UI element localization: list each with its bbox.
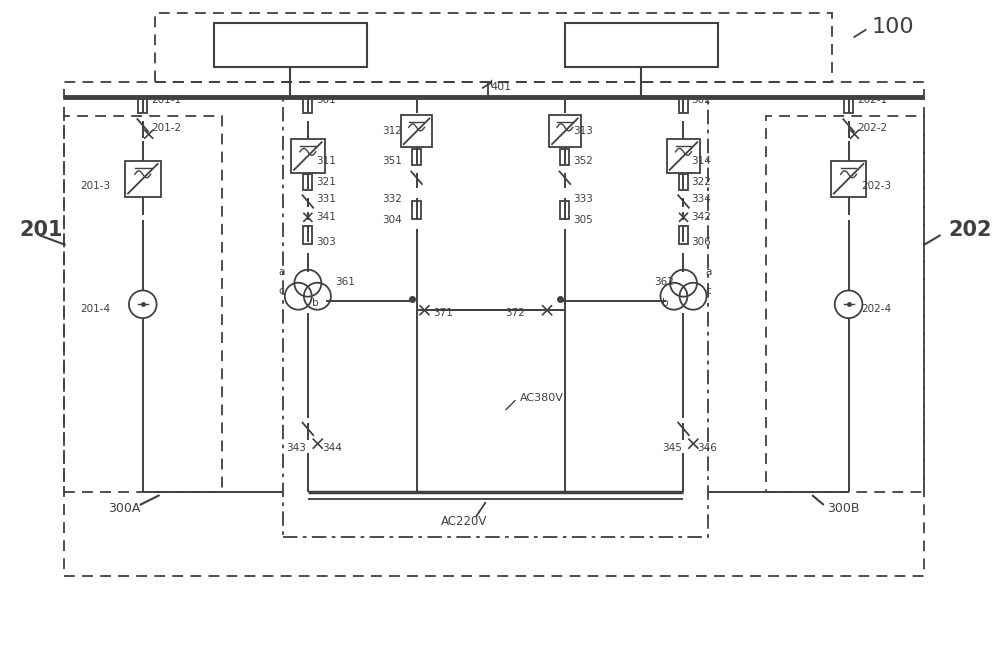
Text: 300B: 300B	[827, 502, 859, 515]
Text: 100: 100	[871, 18, 914, 38]
Bar	[679, 98, 688, 113]
Text: 202-4: 202-4	[861, 304, 892, 314]
Bar	[560, 202, 569, 219]
Bar	[679, 174, 688, 190]
Text: c: c	[278, 287, 284, 297]
Text: 345: 345	[662, 443, 682, 453]
Text: 341: 341	[316, 212, 336, 222]
Bar	[844, 98, 853, 113]
Text: 311: 311	[316, 156, 336, 166]
Text: a: a	[278, 267, 285, 277]
Text: 305: 305	[573, 215, 593, 225]
Text: 301: 301	[316, 95, 336, 105]
Text: 344: 344	[322, 443, 342, 453]
Bar	[549, 115, 581, 147]
Bar	[214, 22, 367, 67]
Text: 201: 201	[19, 220, 63, 240]
Text: 314: 314	[691, 156, 711, 166]
Bar	[155, 13, 832, 82]
Bar	[412, 202, 421, 219]
Text: AC380V: AC380V	[520, 393, 564, 403]
Bar	[412, 149, 421, 165]
Bar	[125, 161, 161, 196]
Text: 334: 334	[691, 194, 711, 204]
Text: 343: 343	[286, 443, 306, 453]
Bar	[831, 161, 866, 196]
Text: a: a	[705, 267, 712, 277]
Text: 313: 313	[573, 127, 593, 136]
Text: 312: 312	[382, 127, 402, 136]
Text: 300A: 300A	[108, 502, 141, 515]
Text: b: b	[312, 299, 318, 308]
Text: 321: 321	[316, 177, 336, 186]
Bar	[766, 117, 924, 492]
Text: AC220V: AC220V	[441, 515, 487, 529]
Text: 201-4: 201-4	[80, 304, 111, 314]
Text: 372: 372	[506, 308, 525, 318]
Text: 306: 306	[691, 237, 711, 247]
Text: b: b	[662, 299, 668, 308]
Text: 202: 202	[948, 220, 992, 240]
Text: 332: 332	[382, 194, 402, 204]
Text: 322: 322	[691, 177, 711, 186]
Bar	[565, 22, 718, 67]
Bar	[303, 226, 312, 244]
Bar	[291, 139, 325, 173]
Bar	[667, 139, 700, 173]
Bar	[283, 97, 708, 536]
Text: 201-1: 201-1	[152, 95, 182, 105]
Text: 302: 302	[691, 95, 711, 105]
Text: 202-1: 202-1	[857, 95, 888, 105]
Bar	[560, 149, 569, 165]
Text: 201-2: 201-2	[152, 123, 182, 133]
Text: 346: 346	[697, 443, 717, 453]
Bar	[679, 226, 688, 244]
Bar	[303, 174, 312, 190]
Text: 362: 362	[654, 277, 674, 287]
Bar	[303, 98, 312, 113]
Bar	[64, 117, 222, 492]
Text: 333: 333	[573, 194, 593, 204]
Text: 401: 401	[491, 82, 512, 92]
Text: 351: 351	[382, 156, 402, 166]
Text: 201-3: 201-3	[80, 181, 111, 190]
Text: 202-2: 202-2	[857, 123, 888, 133]
Text: 304: 304	[382, 215, 402, 225]
Text: 202-3: 202-3	[861, 181, 892, 190]
Bar	[401, 115, 432, 147]
Text: 331: 331	[316, 194, 336, 204]
Bar	[64, 82, 924, 576]
Text: 371: 371	[433, 308, 453, 318]
Text: c: c	[705, 287, 711, 297]
Text: 352: 352	[573, 156, 593, 166]
Text: 342: 342	[691, 212, 711, 222]
Bar	[138, 98, 147, 113]
Text: 361: 361	[336, 277, 355, 287]
Text: 303: 303	[316, 237, 336, 247]
